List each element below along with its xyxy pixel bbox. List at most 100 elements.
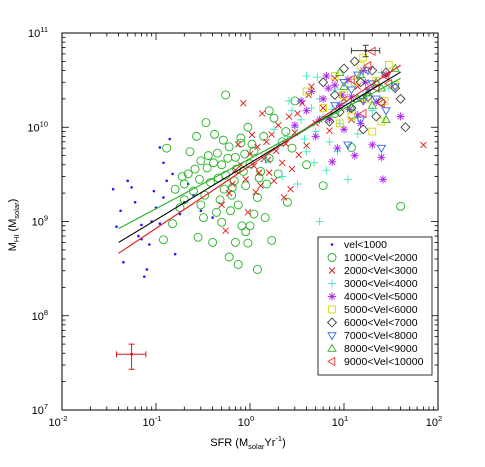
data-point [222,227,229,234]
legend-item: 8000<Vel<9000 [327,343,418,355]
data-point [211,216,214,219]
legend-label: 8000<Vel<9000 [344,343,418,355]
data-point [285,113,293,120]
data-point [236,138,246,148]
data-point [339,81,349,90]
data-point [111,187,115,191]
data-point [215,195,225,205]
y-tick-label: 1010 [27,119,48,134]
data-point [396,112,405,121]
data-point [328,157,337,166]
data-point [224,142,234,152]
legend-label: 7000<Vel<8000 [344,330,418,342]
data-point [274,121,282,129]
data-point [165,179,169,183]
legend-item: 7000<Vel<8000 [327,330,418,342]
data-point [237,221,247,231]
legend-label: vel<1000 [344,239,387,251]
data-point [257,182,265,189]
data-point [290,121,299,130]
data-point [249,146,259,156]
data-point [263,138,270,146]
data-point [368,127,377,136]
data-point [363,60,372,71]
series-3 [262,68,393,226]
data-point [346,86,357,95]
legend-item: 5000<Vel<6000 [328,304,418,316]
data-point [280,194,288,201]
data-point [255,169,263,176]
data-point [210,129,220,139]
data-point [200,190,210,200]
data-point [243,238,253,248]
data-point [325,137,334,146]
data-point [240,149,250,159]
data-point [234,140,242,148]
y-axis-title-mid: (M [7,219,19,235]
x-tick-label: 102 [426,414,442,429]
data-point [420,141,427,149]
data-point [269,125,278,134]
data-point [293,179,302,188]
data-point [311,132,320,141]
data-point [148,243,151,246]
data-point [243,122,253,132]
data-point [337,90,346,99]
tick-labels: 10-2 10-1 100 101 102 107 108 109 1010 1011 [27,25,442,429]
data-point [270,177,278,185]
data-point [258,110,266,117]
data-point [230,152,240,162]
data-point [302,71,311,80]
data-point [260,213,270,223]
data-point [333,144,342,153]
legend-label: 6000<Vel<7000 [344,317,418,329]
data-point [352,71,363,80]
data-point [217,160,227,170]
data-point [340,91,348,99]
fit-line-1 [118,64,401,254]
data-point [196,200,206,210]
legend-marker [326,317,338,328]
data-point [355,69,366,79]
data-point [338,63,350,74]
data-point [371,77,381,86]
data-point [185,147,195,157]
legend-label: 3000<Vel<4000 [344,278,418,290]
data-point [246,150,254,158]
data-point [376,144,387,154]
data-point [330,81,339,90]
data-point [196,156,206,166]
legend-marker [327,332,337,341]
data-point [137,234,140,238]
data-point [324,84,333,93]
data-point [353,129,362,138]
data-point [368,140,377,149]
data-point [390,83,400,92]
legend-marker [328,305,336,314]
data-point [324,116,335,127]
data-point [395,93,406,104]
data-point [242,176,250,183]
legend-marker [327,343,337,352]
data-point [264,106,274,116]
data-point [241,181,251,191]
data-point [302,147,311,156]
data-point [362,91,374,102]
data-point [381,71,390,81]
legend-box [317,236,433,376]
data-point [318,77,329,88]
data-point [376,98,385,108]
error-bar-0 [115,343,147,370]
data-point [343,175,352,184]
series-9 [346,46,393,119]
data-point [346,103,357,112]
data-point [212,148,222,158]
data-point [203,151,213,161]
data-point [119,209,122,213]
axis-ticks [61,32,439,411]
data-point [288,106,297,115]
data-point [329,89,340,101]
data-point [192,131,201,141]
legend-item: 1000<Vel<2000 [327,252,418,264]
